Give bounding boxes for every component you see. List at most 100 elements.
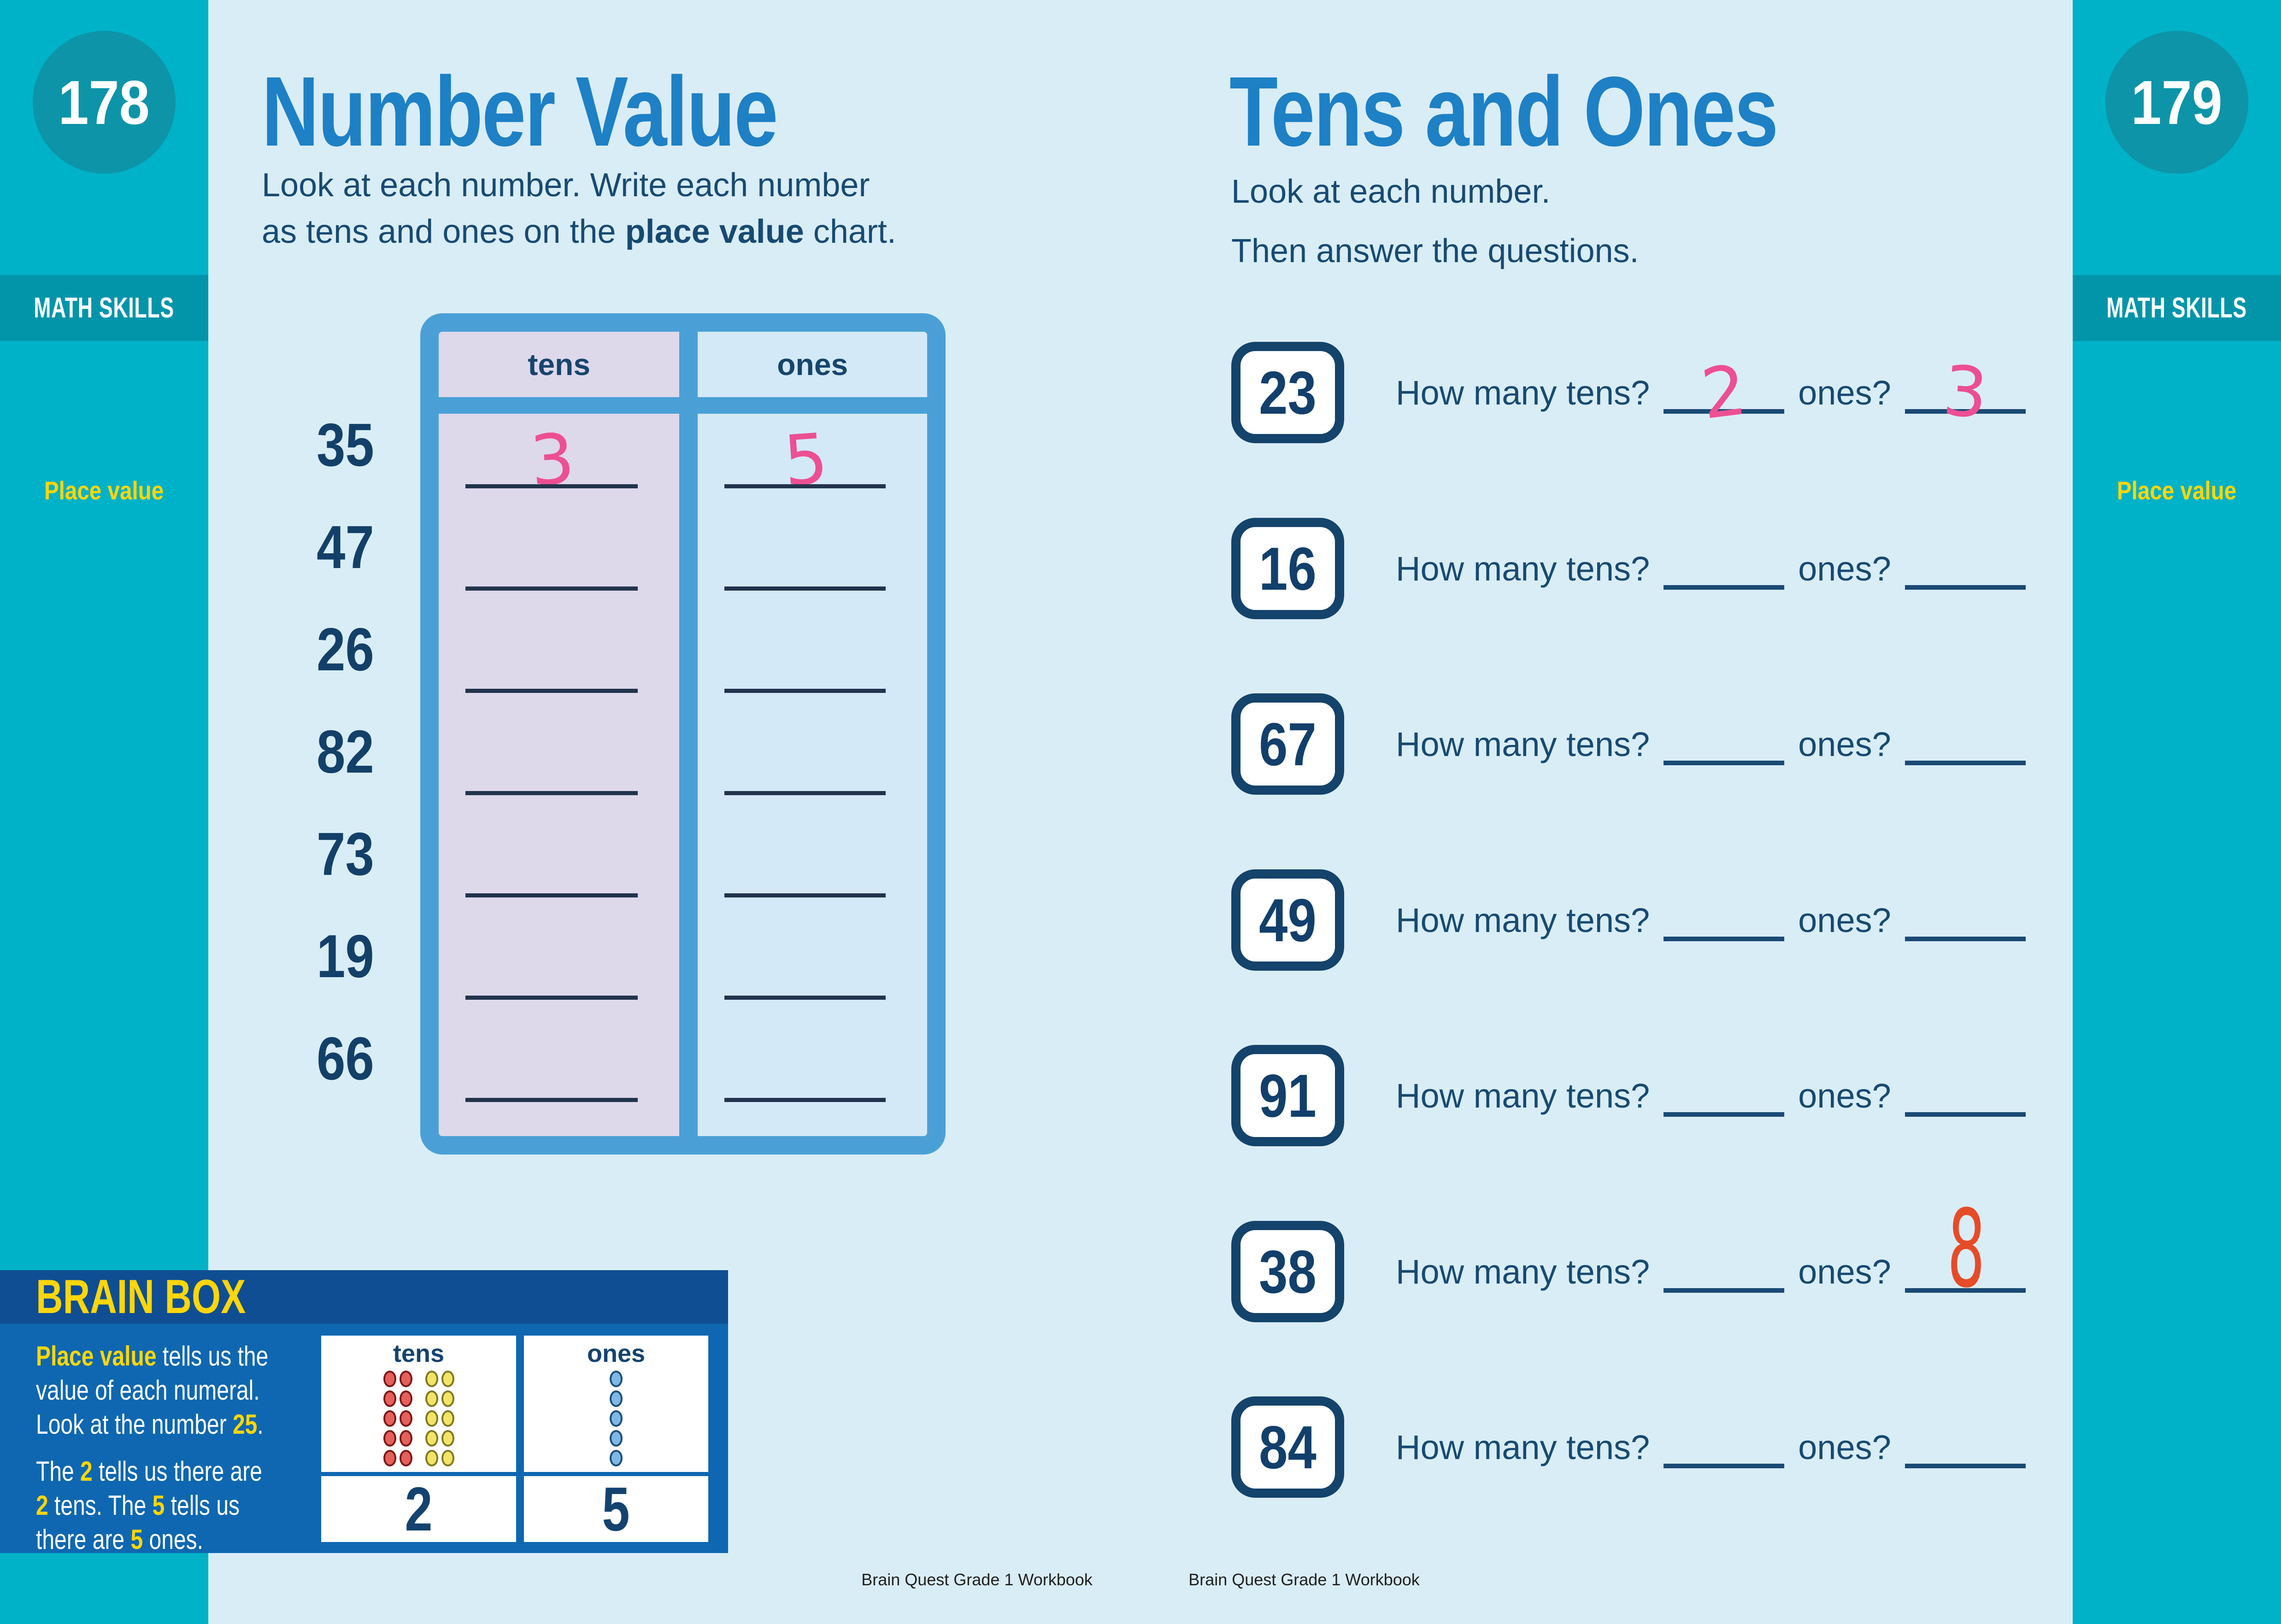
- question-row: 23 How many tens? 2 ones? 3: [1231, 342, 2084, 443]
- page-number: 178: [58, 67, 150, 137]
- question-row: 91 How many tens? ones?: [1231, 1045, 2084, 1146]
- question-text: How many tens? ones?: [1396, 901, 2040, 941]
- ones-value-cell: 5: [524, 1474, 708, 1544]
- red-counter-dot: [383, 1430, 396, 1447]
- tens-answer-blank: [1664, 936, 1785, 941]
- red-counter-dot: [399, 1430, 412, 1447]
- question-row: 38 How many tens? ones? 8: [1231, 1185, 2084, 1322]
- question-text: How many tens? ones?: [1396, 725, 2040, 765]
- yellow-counter-dot: [425, 1371, 438, 1387]
- brain-box-title: BRAIN BOX: [36, 1270, 246, 1324]
- skills-tab-label: MATH SKILLS: [34, 292, 175, 324]
- footer-credit: Brain Quest Grade 1 Workbook: [1188, 1570, 1420, 1589]
- answer-line: [724, 893, 886, 897]
- tens-answer-blank: [1664, 1288, 1785, 1293]
- instructions-line2: Then answer the questions.: [1231, 233, 1639, 270]
- tens-value-cell: 2: [321, 1474, 516, 1544]
- handwritten-answer: 8: [1946, 1185, 1987, 1313]
- answer-line: [724, 586, 886, 591]
- answer-line: [724, 484, 886, 488]
- brain-box-header: BRAIN BOX: [0, 1270, 728, 1324]
- brain-box: BRAIN BOX Place value tells us the value…: [0, 1270, 728, 1555]
- answer-line: [724, 791, 886, 795]
- blue-counter-dot: [610, 1390, 623, 1407]
- yellow-counter-dot: [441, 1390, 454, 1407]
- yellow-counter-dot: [441, 1410, 454, 1427]
- blue-counter-dot: [610, 1430, 623, 1447]
- footer-credit: Brain Quest Grade 1 Workbook: [861, 1570, 1093, 1589]
- blue-counter-dot: [610, 1410, 623, 1427]
- yellow-counter-dot: [441, 1450, 454, 1466]
- brain-box-table: tens ones: [321, 1336, 708, 1544]
- answer-line: [724, 689, 886, 693]
- tens-answer-cell: [439, 925, 679, 1027]
- handwritten-answer: 2: [1697, 350, 1751, 435]
- answer-line: [465, 484, 638, 488]
- tens-answer-cell: [439, 1027, 679, 1130]
- answer-line: [724, 996, 886, 1000]
- number-box: 23: [1231, 342, 1344, 443]
- tens-answer-cell: 3: [439, 414, 679, 516]
- number-box: 67: [1231, 693, 1344, 795]
- red-counter-dot: [399, 1390, 412, 1407]
- left-page-instructions: Look at each number. Write each number a…: [262, 162, 896, 255]
- red-counter-dot: [383, 1371, 396, 1387]
- brain-box-text: Place value tells us the value of each n…: [36, 1341, 269, 1555]
- instructions-line1: Look at each number.: [1231, 173, 1551, 210]
- tens-column: tens 3: [439, 332, 680, 1136]
- page-number-badge: 178: [33, 31, 176, 174]
- number-box: 91: [1231, 1045, 1344, 1146]
- question-text: How many tens? ones? 8: [1396, 1185, 2040, 1313]
- ones-column: ones 5: [698, 332, 927, 1136]
- question-row: 84 How many tens? ones?: [1231, 1396, 2084, 1498]
- blue-counter-dot: [610, 1371, 623, 1387]
- tens-answer-cell: [439, 823, 679, 925]
- answer-line: [465, 996, 638, 1000]
- topic-label: Place value: [44, 476, 164, 505]
- question-row: 49 How many tens? ones?: [1231, 869, 2084, 971]
- red-counter-dot: [399, 1371, 412, 1387]
- question-text: How many tens? 2 ones? 3: [1396, 350, 2040, 435]
- instructions-line2: as tens and ones on the place value char…: [262, 213, 896, 250]
- ones-answer-cell: [698, 1027, 927, 1130]
- red-counter-dot: [383, 1390, 396, 1407]
- number-box: 84: [1231, 1396, 1344, 1498]
- tens-answer-blank: [1664, 760, 1785, 765]
- page-number-badge: 179: [2105, 31, 2248, 174]
- tens-answer-cell: [439, 618, 679, 721]
- tens-answer-cell: [439, 516, 679, 618]
- tens-dots: [383, 1371, 454, 1466]
- answer-line: [465, 689, 638, 693]
- blue-counter-dot: [610, 1450, 623, 1466]
- yellow-counter-dot: [425, 1430, 438, 1447]
- red-counter-dot: [399, 1450, 412, 1466]
- chart-row-number: 47: [317, 513, 374, 581]
- question-text: How many tens? ones?: [1396, 549, 2040, 590]
- ones-answer-blank: [1905, 1463, 2026, 1468]
- answer-line: [724, 1098, 886, 1102]
- tens-answer-blank: [1664, 409, 1785, 414]
- chart-row-number: 73: [317, 820, 374, 888]
- question-text: How many tens? ones?: [1396, 1076, 2040, 1117]
- handwritten-answer: 3: [1940, 350, 1991, 434]
- skills-tab: MATH SKILLS: [0, 275, 208, 341]
- chart-row-number: 35: [317, 411, 374, 479]
- answer-line: [465, 586, 638, 591]
- tens-dots-cell: tens: [321, 1336, 516, 1472]
- red-counter-dot: [383, 1450, 396, 1466]
- ones-answer-cell: [698, 925, 927, 1027]
- place-value-chart: tens 3 ones 5: [420, 313, 946, 1155]
- chart-row-number: 82: [317, 718, 374, 786]
- answer-line: [465, 791, 638, 795]
- chart-row-number: 26: [317, 616, 374, 683]
- tens-column-header: tens: [439, 332, 680, 414]
- number-box: 38: [1231, 1221, 1344, 1322]
- chart-row-number: 19: [317, 922, 374, 990]
- tens-answer-blank: [1664, 1112, 1785, 1117]
- column-divider: [679, 332, 698, 1136]
- question-row: 16 How many tens? ones?: [1231, 518, 2084, 619]
- ones-answer-blank: [1905, 409, 2026, 414]
- right-sidebar: 179 MATH SKILLS Place value: [2073, 0, 2281, 1624]
- ones-answer-cell: 5: [698, 414, 927, 516]
